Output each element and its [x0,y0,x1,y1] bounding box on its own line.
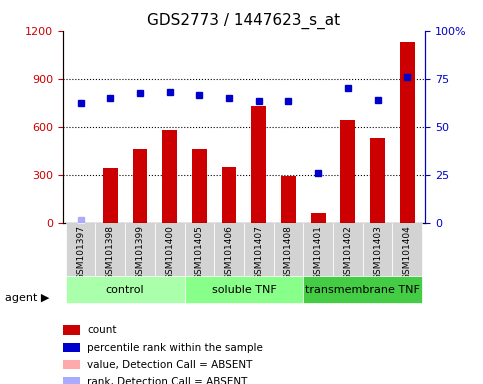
Bar [400,42,414,223]
Bar [341,120,355,223]
Text: soluble TNF: soluble TNF [212,285,276,295]
Text: agent ▶: agent ▶ [5,293,49,303]
FancyBboxPatch shape [125,223,155,276]
Text: count: count [87,325,116,335]
Text: GSM101397: GSM101397 [76,225,85,280]
Text: control: control [106,285,144,295]
FancyBboxPatch shape [333,223,363,276]
FancyBboxPatch shape [303,276,422,303]
FancyBboxPatch shape [303,223,333,276]
Text: percentile rank within the sample: percentile rank within the sample [87,343,263,353]
FancyBboxPatch shape [363,223,392,276]
FancyBboxPatch shape [185,276,303,303]
Text: GSM101401: GSM101401 [313,225,323,280]
Text: GSM101405: GSM101405 [195,225,204,280]
Text: rank, Detection Call = ABSENT: rank, Detection Call = ABSENT [87,377,247,384]
Bar [281,176,296,223]
Bar [311,213,326,223]
FancyBboxPatch shape [155,223,185,276]
Text: GSM101408: GSM101408 [284,225,293,280]
Bar [222,167,237,223]
Bar [370,138,385,223]
Bar [103,168,118,223]
Text: GSM101400: GSM101400 [165,225,174,280]
FancyBboxPatch shape [66,223,96,276]
Title: GDS2773 / 1447623_s_at: GDS2773 / 1447623_s_at [147,13,341,29]
Bar [251,106,266,223]
FancyBboxPatch shape [214,223,244,276]
Text: GSM101402: GSM101402 [343,225,352,280]
FancyBboxPatch shape [66,276,185,303]
Bar [192,149,207,223]
FancyBboxPatch shape [273,223,303,276]
Text: GSM101399: GSM101399 [136,225,144,280]
Text: GSM101404: GSM101404 [403,225,412,280]
Text: value, Detection Call = ABSENT: value, Detection Call = ABSENT [87,360,252,370]
Text: GSM101407: GSM101407 [254,225,263,280]
FancyBboxPatch shape [96,223,125,276]
Text: GSM101403: GSM101403 [373,225,382,280]
Bar [132,149,147,223]
Text: GSM101406: GSM101406 [225,225,234,280]
Text: transmembrane TNF: transmembrane TNF [305,285,420,295]
FancyBboxPatch shape [392,223,422,276]
FancyBboxPatch shape [185,223,214,276]
Text: GSM101398: GSM101398 [106,225,115,280]
FancyBboxPatch shape [244,223,273,276]
Bar [162,130,177,223]
